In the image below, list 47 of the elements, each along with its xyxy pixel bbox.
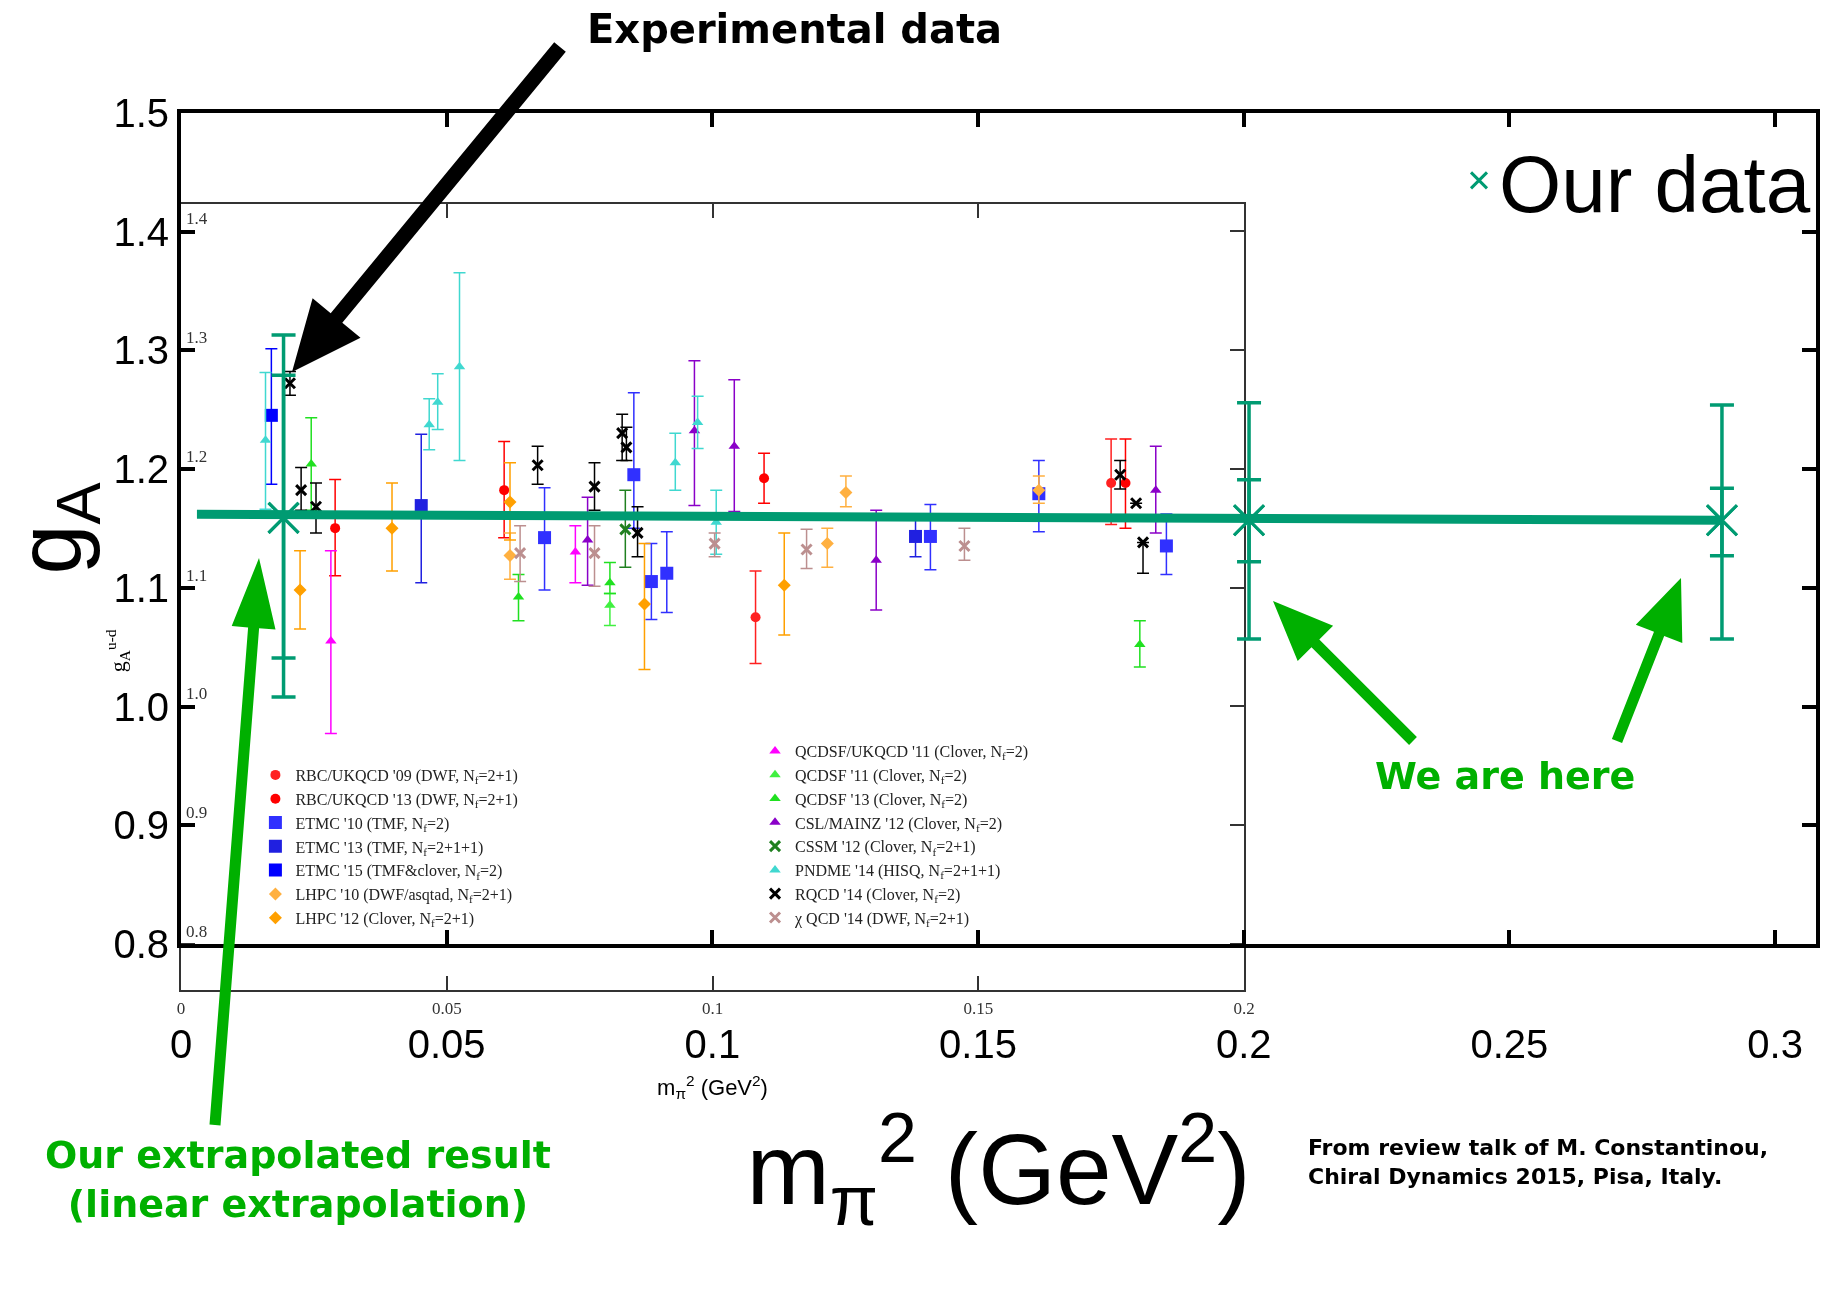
x-tick-label: 0 [176,999,186,1019]
y-tick-label: 1.1 [113,565,169,610]
x-tick-label: 0.3 [1747,1022,1803,1067]
legend-label: ETMC '15 (TMF&clover, N$_{f}$=2) [295,862,503,882]
x-tick-label: 0.1 [684,1022,741,1067]
legend-label: Our data [1499,139,1811,229]
y-tick-label: 1.0 [186,684,208,703]
y-tick-label: 1.3 [186,328,208,347]
y-tick-label: 1.2 [186,447,208,466]
legend-label: LHPC '10 (DWF/asqtad, N$_{f}$=2+1) [295,886,513,906]
legend-label: RBC/UKQCD '09 (DWF, N$_{f}$=2+1) [295,767,518,787]
legend-label: QCDSF '13 (Clover, N$_{f}$=2) [795,790,968,811]
annotation: We are here [1375,754,1636,798]
legend-label: RBC/UKQCD '13 (DWF, N$_{f}$=2+1) [295,790,518,811]
text: From review talk of M. Constantinou, Chiral Dynamics 2015, Pisa, Italy. [1308,1135,1769,1189]
text: Experimental data [587,6,1003,52]
y-tick-label: 1.5 [113,91,169,135]
x-tick-label: 0.1 [701,999,724,1019]
x-tick-label: 0.2 [1233,999,1255,1019]
legend-label: CSL/MAINZ '12 (Clover, N$_{f}$=2) [795,814,1003,834]
y-tick-label: 1.1 [186,566,208,585]
x-tick-label: 0.2 [1215,1022,1272,1067]
x-tick-label: 0.05 [407,1022,486,1067]
x-tick-label: 0 [169,1022,193,1067]
y-tick-label: 0.8 [186,922,208,941]
y-tick-label: 0.9 [186,803,208,822]
legend-label: χ QCD '14 (DWF, N$_{f}$=2+1) [794,909,970,930]
x-tick-label: 0.15 [939,1022,1017,1067]
legend-label: CSSM '12 (Clover, N$_{f}$=2+1) [795,838,976,858]
y-tick-label: 0.9 [113,803,169,848]
y-tick-label: 1.0 [113,684,169,729]
x-tick-label: 0.25 [1470,1022,1549,1067]
legend-label: QCDSF/UKQCD '11 (Clover, N$_{f}$=2) [795,743,1029,763]
y-tick-label: 0.8 [113,922,169,967]
legend-label: LHPC '12 (Clover, N$_{f}$=2+1) [295,909,475,930]
y-tick-label: 1.3 [113,328,169,373]
x-tick-label: 0.05 [431,999,462,1019]
legend-label: QCDSF '11 (Clover, N$_{f}$=2) [795,766,967,787]
x-tick-label: 0.15 [963,999,994,1019]
y-tick-label: 1.4 [186,209,208,228]
legend-label: PNDME '14 (HISQ, N$_{f}$=2+1+1) [795,862,1001,882]
y-tick-label: 1.4 [113,209,169,254]
text: Our extrapolated result (linear extrapolation) [45,1133,551,1227]
legend-label: ETMC '10 (TMF, N$_{f}$=2) [295,814,450,835]
legend-label: RQCD '14 (Clover, N$_{f}$=2) [795,885,961,906]
y-tick-label: 1.2 [113,447,169,492]
legend-label: ETMC '13 (TMF, N$_{f}$=2+1+1) [295,838,484,858]
